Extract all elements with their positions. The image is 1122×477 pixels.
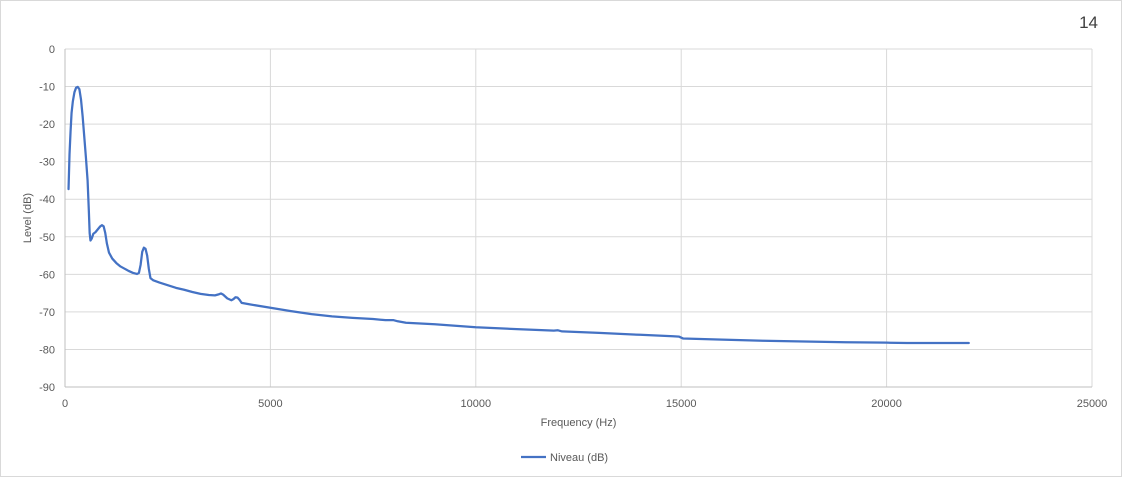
y-tick-label: -20	[39, 119, 55, 131]
y-tick-label: -50	[39, 232, 55, 244]
series-layer	[67, 85, 970, 345]
y-tick-label: 0	[49, 44, 55, 56]
tick-labels: 0 -10 -20 -30 -40 -50 -60 -70 -80 -90 0 5000 10000 15…	[39, 44, 1107, 410]
x-tick-label: 5000	[258, 398, 282, 410]
y-axis-title: Level (dB)	[22, 193, 34, 243]
y-tick-label: -10	[39, 82, 55, 94]
x-tick-label: 15000	[666, 398, 697, 410]
x-tick-label: 25000	[1077, 398, 1108, 410]
grid-layer	[65, 48, 1093, 387]
y-tick-label: -90	[39, 382, 55, 394]
legend: Niveau (dB)	[521, 452, 608, 464]
y-tick-label: -30	[39, 157, 55, 169]
page-number: 14	[1079, 13, 1098, 32]
y-tick-label: -70	[39, 307, 55, 319]
y-tick-label: -40	[39, 194, 55, 206]
legend-label-niveau: Niveau (dB)	[550, 452, 608, 464]
y-tick-label: -60	[39, 269, 55, 281]
x-tick-label: 20000	[871, 398, 902, 410]
series-line-0	[67, 85, 970, 345]
y-tick-label: -80	[39, 344, 55, 356]
x-axis-title: Frequency (Hz)	[541, 417, 617, 429]
axis-layer	[64, 49, 1092, 388]
x-tick-label: 10000	[461, 398, 492, 410]
x-tick-label: 0	[62, 398, 68, 410]
